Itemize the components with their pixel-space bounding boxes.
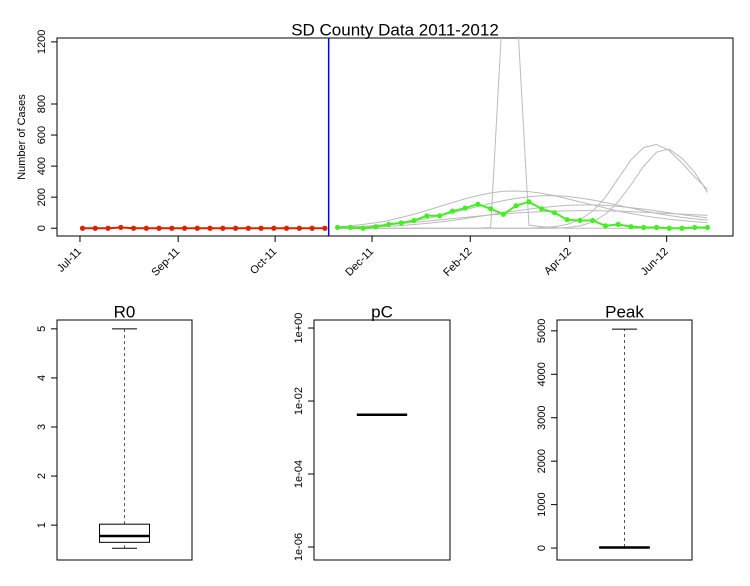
- series-point: [475, 201, 481, 207]
- y-tick-label: 1e-04: [293, 460, 305, 488]
- series-point: [79, 225, 86, 231]
- y-tick-label: 1: [36, 522, 48, 528]
- series-point: [615, 221, 621, 227]
- y-tick-label: 600: [36, 126, 48, 144]
- series-point: [156, 225, 162, 231]
- series-point: [194, 225, 200, 231]
- series-point: [513, 203, 519, 209]
- x-tick-label: Apr-12: [542, 246, 574, 278]
- series-point: [309, 225, 315, 231]
- y-tick-label: 3: [36, 424, 48, 430]
- series-point: [207, 225, 213, 231]
- series-point: [488, 206, 494, 212]
- series-point: [564, 217, 570, 223]
- series-point: [360, 225, 366, 231]
- series-point: [462, 205, 468, 211]
- series-point: [500, 211, 507, 217]
- series-line: [337, 195, 708, 228]
- series-point: [245, 225, 251, 231]
- series-point: [118, 224, 124, 231]
- y-tick-label: 2: [36, 473, 48, 479]
- x-tick-label: Feb-12: [441, 246, 474, 279]
- series-point: [411, 217, 417, 224]
- series-point: [692, 224, 698, 231]
- x-tick-label: Oct-11: [248, 246, 279, 277]
- series-point: [105, 225, 111, 231]
- y-tick-label: 1e-06: [293, 533, 305, 561]
- series-point: [347, 224, 353, 231]
- x-tick-label: Jul-11: [55, 246, 84, 275]
- series-line: [337, 190, 708, 228]
- series-point: [386, 221, 392, 227]
- chart-title: pC: [371, 302, 393, 321]
- series-point: [143, 225, 149, 231]
- series-point: [232, 225, 239, 231]
- y-tick-label: 0: [536, 545, 548, 551]
- plot-frame: [556, 319, 693, 561]
- plot-frame: [56, 319, 193, 561]
- chart-title: SD County Data 2011-2012: [291, 20, 499, 39]
- plot-frame: [313, 319, 451, 561]
- series-line: [337, 204, 708, 229]
- series-point: [258, 225, 264, 231]
- series-point: [296, 225, 302, 231]
- y-tick-label: 3000: [536, 405, 548, 429]
- series-point: [551, 210, 558, 216]
- series-point: [335, 224, 341, 231]
- series-point: [283, 225, 290, 231]
- x-tick-label: Sep-11: [149, 246, 182, 279]
- y-tick-label: 1200: [36, 30, 48, 54]
- series-point: [437, 213, 443, 219]
- series-point: [679, 225, 685, 231]
- series-point: [130, 225, 137, 231]
- series-point: [398, 220, 404, 226]
- series-point: [641, 224, 647, 231]
- y-tick-label: 2000: [536, 449, 548, 473]
- series-point: [181, 225, 188, 231]
- chart-title: Peak: [605, 302, 644, 321]
- series-point: [602, 223, 609, 229]
- series-point: [628, 224, 634, 230]
- series-point: [526, 199, 532, 205]
- series-point: [92, 225, 98, 231]
- plot-frame: [56, 37, 734, 237]
- series-point: [220, 225, 226, 231]
- y-axis-label: Number of Cases: [16, 94, 28, 180]
- y-tick-label: 1e+00: [293, 313, 305, 344]
- series-point: [666, 225, 672, 231]
- series-point: [539, 206, 545, 212]
- series-point: [373, 224, 379, 230]
- x-tick-label: Jun-12: [639, 246, 671, 278]
- x-tick-label: Dec-11: [343, 246, 376, 279]
- series-point: [590, 217, 596, 224]
- series-point: [704, 224, 711, 231]
- y-tick-label: 800: [36, 95, 48, 113]
- y-tick-label: 4: [36, 375, 48, 381]
- y-tick-label: 1e-02: [293, 387, 305, 415]
- series-line: [337, 200, 708, 230]
- y-tick-label: 200: [36, 188, 48, 206]
- y-tick-label: 4000: [536, 362, 548, 386]
- series-point: [322, 225, 328, 231]
- series-point: [577, 217, 583, 224]
- y-tick-label: 1000: [536, 492, 548, 516]
- series-line: [337, 148, 708, 229]
- series-point: [169, 225, 175, 231]
- y-tick-label: 5: [36, 326, 48, 332]
- y-tick-label: 5000: [536, 319, 548, 343]
- chart-title: R0: [114, 302, 136, 321]
- series-point: [653, 224, 660, 231]
- series-point: [271, 225, 277, 231]
- box: [99, 523, 150, 543]
- y-tick-label: 0: [36, 225, 48, 231]
- series-point: [424, 213, 430, 219]
- series-point: [449, 208, 455, 214]
- y-tick-label: 400: [36, 157, 48, 175]
